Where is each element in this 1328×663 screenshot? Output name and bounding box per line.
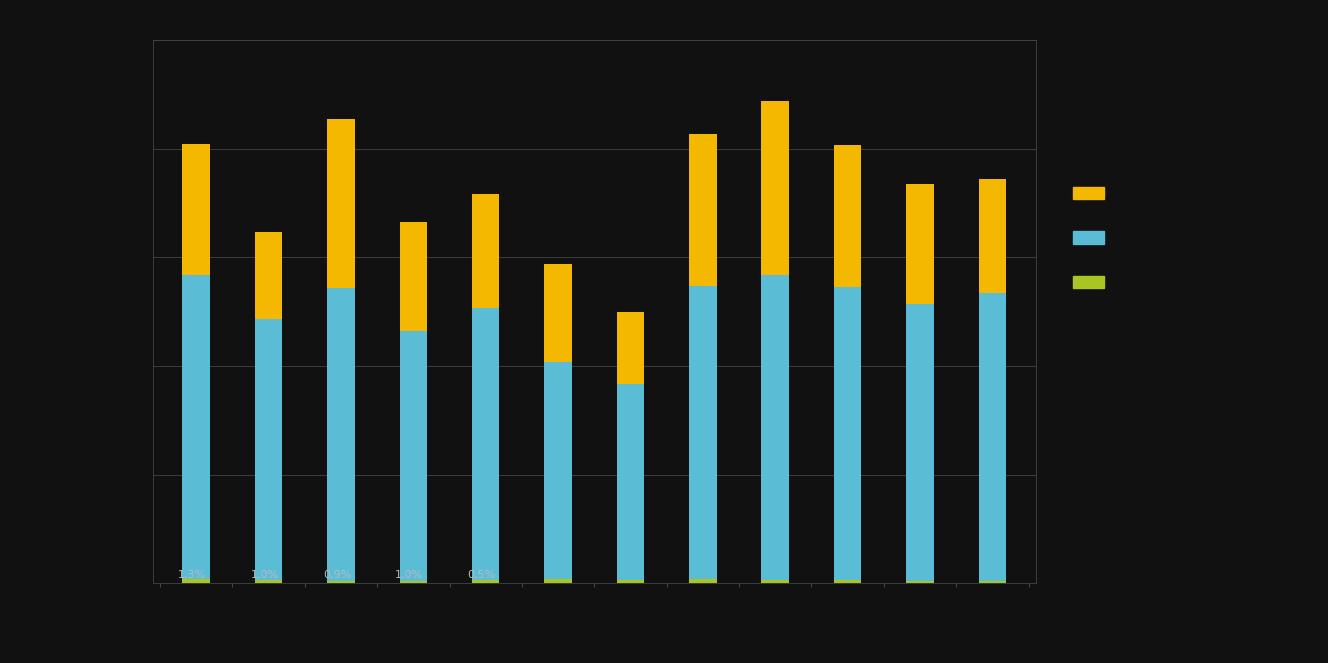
Text: 1,0%: 1,0% bbox=[251, 570, 279, 580]
Bar bbox=[761, 275, 789, 580]
Bar bbox=[471, 579, 499, 583]
Bar bbox=[327, 119, 355, 288]
Bar bbox=[544, 579, 572, 583]
Bar bbox=[689, 133, 717, 286]
Text: 0,9%: 0,9% bbox=[323, 570, 351, 580]
Bar bbox=[834, 580, 862, 583]
Bar bbox=[182, 579, 210, 583]
Bar bbox=[255, 233, 283, 320]
Legend: , , : , , bbox=[1069, 182, 1120, 294]
Bar bbox=[761, 580, 789, 583]
Bar bbox=[689, 286, 717, 579]
Text: 1,3%: 1,3% bbox=[178, 570, 206, 580]
Bar bbox=[544, 362, 572, 579]
Bar bbox=[616, 385, 644, 580]
Bar bbox=[834, 145, 862, 286]
Bar bbox=[979, 179, 1007, 293]
Bar bbox=[979, 581, 1007, 583]
Bar bbox=[400, 581, 428, 583]
Bar bbox=[471, 194, 499, 308]
Bar bbox=[255, 320, 283, 580]
Bar bbox=[906, 304, 934, 581]
Text: 1,0%: 1,0% bbox=[396, 570, 424, 580]
Bar bbox=[400, 331, 428, 581]
Bar bbox=[979, 293, 1007, 581]
Bar bbox=[761, 101, 789, 275]
Bar bbox=[471, 308, 499, 579]
Text: 0,5%: 0,5% bbox=[467, 570, 495, 580]
Bar bbox=[544, 264, 572, 362]
Bar bbox=[906, 184, 934, 304]
Bar bbox=[327, 581, 355, 583]
Bar bbox=[255, 580, 283, 583]
Bar bbox=[616, 312, 644, 385]
Bar bbox=[906, 581, 934, 583]
Bar bbox=[400, 222, 428, 331]
Bar bbox=[327, 288, 355, 581]
Bar bbox=[182, 274, 210, 579]
Bar bbox=[616, 580, 644, 583]
Bar bbox=[834, 286, 862, 580]
Bar bbox=[182, 144, 210, 274]
Bar bbox=[689, 579, 717, 583]
